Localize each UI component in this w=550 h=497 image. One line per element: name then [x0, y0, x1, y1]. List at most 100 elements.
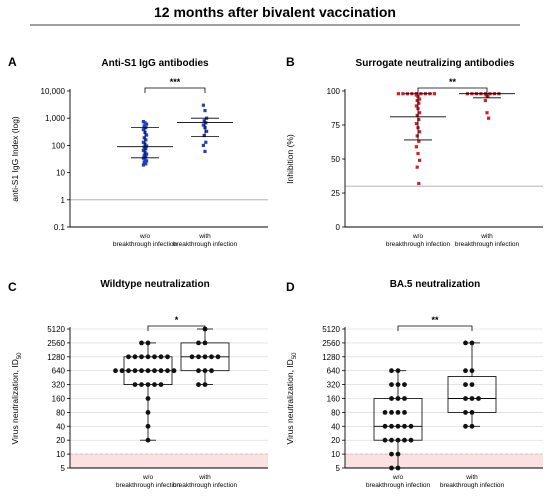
- panel-c-data-point: [145, 368, 151, 374]
- panel-c-y-tick-label: 10: [56, 450, 65, 459]
- panel-d-data-point: [469, 382, 475, 387]
- panel-b-data-point: [483, 98, 487, 103]
- panel-d-data-point: [402, 410, 407, 415]
- panel-c-data-point: [126, 354, 131, 360]
- panel-d-y-tick-label: 5: [336, 464, 341, 473]
- panel-a-data-point: [202, 119, 206, 123]
- panel-a-y-tick-label: 1: [61, 196, 66, 205]
- panel-d-y-tick-label: 20: [331, 436, 340, 445]
- panel-c-data-point: [132, 368, 138, 374]
- panel-d-data-point: [395, 382, 401, 387]
- panel-b-y-tick-label: 0: [336, 223, 341, 232]
- panel-b-data-point: [417, 139, 421, 143]
- panel-b-data-point: [417, 117, 421, 122]
- panel-a-significance-label: ***: [170, 77, 181, 87]
- panel-b-data-point: [418, 97, 422, 101]
- panel-d-data-point: [389, 368, 394, 374]
- panel-d-data-point: [402, 382, 407, 387]
- panel-b-data-point: [414, 145, 418, 149]
- panel-a-y-tick-label: 0.1: [54, 223, 66, 232]
- panel-d-data-point: [476, 396, 481, 401]
- panel-a-data-point: [145, 133, 149, 137]
- panel-d-data-point: [469, 396, 475, 401]
- panel-d-data-point: [382, 437, 388, 443]
- panel-c-significance-bracket: [147, 325, 206, 331]
- panel-d-data-point: [408, 437, 414, 443]
- panel-d-x-tick-label: w/o breakthrough infection: [366, 474, 431, 489]
- panel-c-data-point: [165, 354, 170, 360]
- panel-c-data-point: [209, 368, 214, 374]
- panel-a-data-point: [201, 103, 205, 107]
- panel-c-data-point: [145, 340, 151, 346]
- panel-c-x-tick-label-line: breakthrough infection: [116, 482, 181, 489]
- panel-b-significance-bracket: [417, 87, 488, 93]
- panel-b-x-tick-label-line: breakthrough infection: [386, 241, 451, 248]
- panel-b-x-tick-label-line: w/o: [412, 233, 424, 240]
- panel-d-data-point: [389, 396, 394, 401]
- panel-d-y-tick-label: 640: [327, 367, 341, 376]
- panel-d-data-point: [389, 451, 394, 457]
- panel-b-data-point: [415, 165, 419, 169]
- panel-a-x-tick-label: w/o breakthrough infection: [113, 233, 178, 248]
- panel-a-data-point: [141, 128, 145, 132]
- panel-a-data-point: [145, 122, 149, 126]
- panel-d-data-point: [408, 423, 414, 429]
- panel-a-data-point: [145, 144, 149, 148]
- panel-b-y-tick-label: 100: [327, 87, 341, 96]
- panel-letter-c: C: [8, 280, 17, 294]
- panel-a: A Anti-S1 IgG antibodies 0.1 1 10 100 1,000 1…: [8, 55, 268, 248]
- panel-a-data-point: [142, 136, 146, 140]
- panel-a-x-tick-label-line: w/o: [139, 233, 151, 240]
- panel-b-title: Surrogate neutralizing antibodies: [356, 58, 515, 69]
- panel-a-x-tick-label-line: with: [198, 233, 211, 240]
- panel-c-data-point: [202, 354, 208, 360]
- panel-a-data-point: [205, 129, 209, 133]
- panel-d-data-point: [463, 340, 468, 346]
- panel-c-data-point: [209, 354, 214, 360]
- panel-c-y-axis-label-subscript: 50: [17, 352, 23, 359]
- panel-d-data-point: [389, 437, 394, 443]
- panel-c-y-tick-label: 640: [52, 367, 66, 376]
- panel-b-data-point: [414, 104, 418, 108]
- panel-d-x-tick-label: with breakthrough infection: [440, 474, 505, 489]
- panel-c-data-point: [215, 354, 221, 360]
- panel-c-data-point: [152, 382, 157, 387]
- panel-b-data-point: [486, 94, 490, 99]
- panel-a-data-point: [144, 155, 148, 159]
- panel-a-data-point: [141, 163, 145, 167]
- panel-b-data-point: [418, 111, 422, 115]
- panel-a-y-tick-label: 10,000: [41, 87, 66, 96]
- panel-b-data-point: [415, 113, 419, 118]
- panel-c-data-point: [165, 368, 170, 374]
- panel-c-data-point: [196, 368, 201, 374]
- panel-letter-a: A: [8, 55, 17, 69]
- panel-d-y-tick-label: 40: [331, 422, 340, 431]
- panel-a-data-point: [141, 148, 145, 153]
- panel-a-data-point: [204, 140, 208, 144]
- panel-d-data-point: [389, 382, 394, 387]
- panel-b-data-point: [415, 134, 419, 138]
- panel-b-x-tick-label-line: breakthrough infection: [455, 241, 520, 248]
- panel-d-data-point: [382, 423, 388, 429]
- panel-c-data-point: [145, 410, 151, 415]
- panel-b-data-point: [417, 181, 421, 186]
- panel-c-data-point: [202, 368, 208, 374]
- panel-d-data-point: [463, 423, 468, 429]
- panel-d-data-point: [463, 396, 468, 401]
- panel-d-data-point: [402, 437, 407, 443]
- panel-c-data-point: [132, 382, 138, 387]
- panel-d-data-point: [402, 423, 407, 429]
- panel-c-x-tick-label-line: w/o: [142, 474, 154, 481]
- panel-d-detection-zone: [345, 454, 543, 468]
- panel-a-y-tick-label: 100: [52, 141, 66, 150]
- panel-c-data-point: [152, 368, 157, 374]
- panel-c-detection-zone: [70, 454, 268, 468]
- panel-c-y-tick-label: 2560: [47, 339, 65, 348]
- panel-d-box: [447, 376, 497, 413]
- panel-c-y-tick-label: 160: [52, 395, 66, 404]
- panel-a-data-point: [145, 159, 149, 163]
- panel-d: D BA.5 neutralization 5 10 20 40 80 160 320 640…: [285, 279, 543, 489]
- panel-c-data-point: [132, 354, 138, 360]
- panel-c-x-tick-label-line: breakthrough infection: [173, 482, 238, 489]
- panel-c-title: Wildtype neutralization: [100, 279, 209, 290]
